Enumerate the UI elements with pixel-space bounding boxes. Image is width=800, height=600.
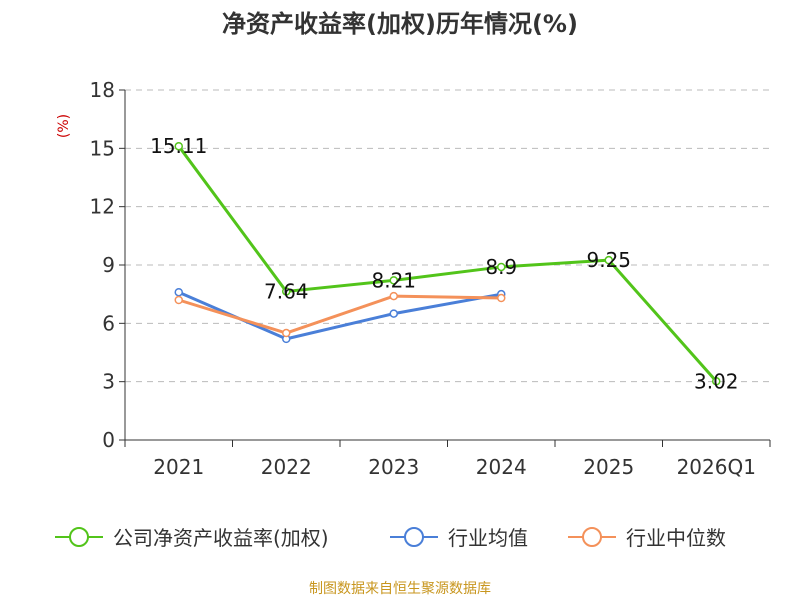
y-tick-label: 12 xyxy=(90,195,115,219)
data-point xyxy=(282,328,291,338)
data-point xyxy=(174,141,183,151)
data-label: 7.64 xyxy=(264,279,309,303)
data-point xyxy=(282,287,291,296)
data-point xyxy=(174,287,183,297)
x-tick-label: 2023 xyxy=(368,455,419,479)
data-point xyxy=(389,276,398,285)
data-point xyxy=(174,295,183,305)
x-tick-label: 2024 xyxy=(476,455,527,479)
grid-lines xyxy=(125,89,770,383)
legend-label: 行业中位数 xyxy=(626,526,726,550)
y-axis-label: (%) xyxy=(56,114,72,138)
y-tick-label: 6 xyxy=(102,311,115,335)
data-label: 8.9 xyxy=(485,255,517,279)
data-point xyxy=(604,255,613,265)
data-label: 15.11 xyxy=(150,134,207,158)
data-label: 8.21 xyxy=(371,268,416,292)
chart-title: 净资产收益率(加权)历年情况(%) xyxy=(222,10,578,38)
series-line-0 xyxy=(177,145,718,383)
y-tick-label: 9 xyxy=(102,253,115,277)
y-tick-label: 3 xyxy=(102,370,115,394)
legend-label: 公司净资产收益率(加权) xyxy=(113,526,329,550)
data-point xyxy=(389,309,398,318)
legend-marker xyxy=(582,527,602,547)
legend-label: 行业均值 xyxy=(448,526,528,550)
y-tick-label: 0 xyxy=(102,428,115,452)
data-point xyxy=(497,293,506,303)
legend-marker xyxy=(404,527,424,547)
data-label: 9.25 xyxy=(586,248,631,272)
x-tick-label: 2026Q1 xyxy=(677,455,756,479)
y-tick-label: 15 xyxy=(90,136,115,160)
x-tick-label: 2021 xyxy=(153,455,204,479)
series-line-2 xyxy=(178,294,502,335)
y-tick-label: 18 xyxy=(90,78,115,102)
x-tick-label: 2025 xyxy=(583,455,634,479)
source-footer: 制图数据来自恒生聚源数据库 xyxy=(309,581,491,597)
legend: 公司净资产收益率(加权) 行业均值 行业中位数 xyxy=(55,526,726,550)
data-point xyxy=(389,291,398,301)
data-point xyxy=(712,377,721,386)
data-label: 3.02 xyxy=(694,369,739,393)
series-layer: 15.11 7.64 8.21 8.9 9.25 3.02 xyxy=(150,134,738,393)
x-tick-label: 2022 xyxy=(261,455,312,479)
data-point xyxy=(497,262,506,272)
legend-marker xyxy=(69,527,89,547)
axes: 0 3 6 9 12 15 18 2021 2022 2023 2024 2025 2026Q1 xyxy=(90,78,771,479)
